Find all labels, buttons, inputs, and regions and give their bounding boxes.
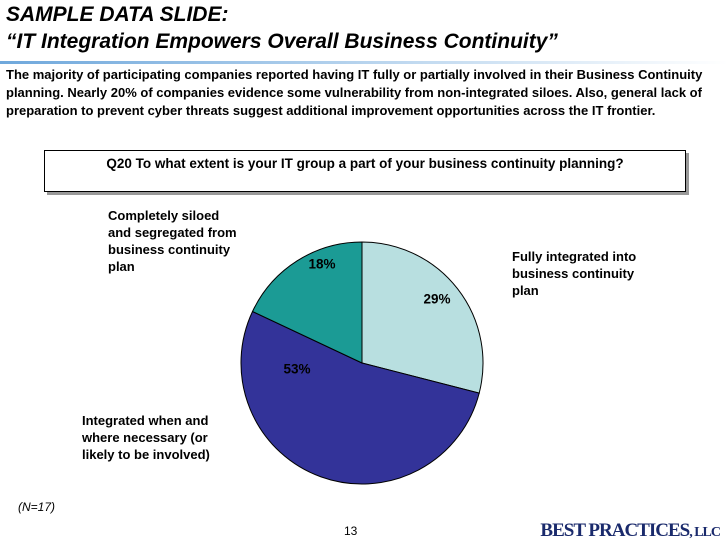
value-label: 53% xyxy=(283,362,310,377)
value-label: 18% xyxy=(308,257,335,272)
rule xyxy=(0,61,728,64)
logo-text: BEST PRACTICES xyxy=(540,520,690,541)
pie-slice xyxy=(361,241,484,394)
pie-slice xyxy=(251,241,363,364)
title-line: SAMPLE DATA SLIDE: xyxy=(6,3,229,26)
summary: The majority of participating companies … xyxy=(6,67,703,118)
chart-title: Q20 To what extent is your IT group a pa… xyxy=(44,150,686,192)
pie-slice xyxy=(240,310,480,485)
note: (N=17) xyxy=(18,500,56,514)
category-label: Fully integrated into business continuit… xyxy=(512,249,637,298)
page-number: 13 xyxy=(344,524,358,538)
logo: BEST PRACTICES, LLC xyxy=(540,520,721,542)
value-label: 29% xyxy=(423,292,450,307)
category-label: Integrated when and where necessary (or … xyxy=(82,413,210,462)
category-label: Completely siloed and segregated from bu… xyxy=(108,208,237,274)
logo-suffix: , LLC xyxy=(689,525,721,540)
title-line: “IT Integration Empowers Overall Busines… xyxy=(6,30,558,53)
